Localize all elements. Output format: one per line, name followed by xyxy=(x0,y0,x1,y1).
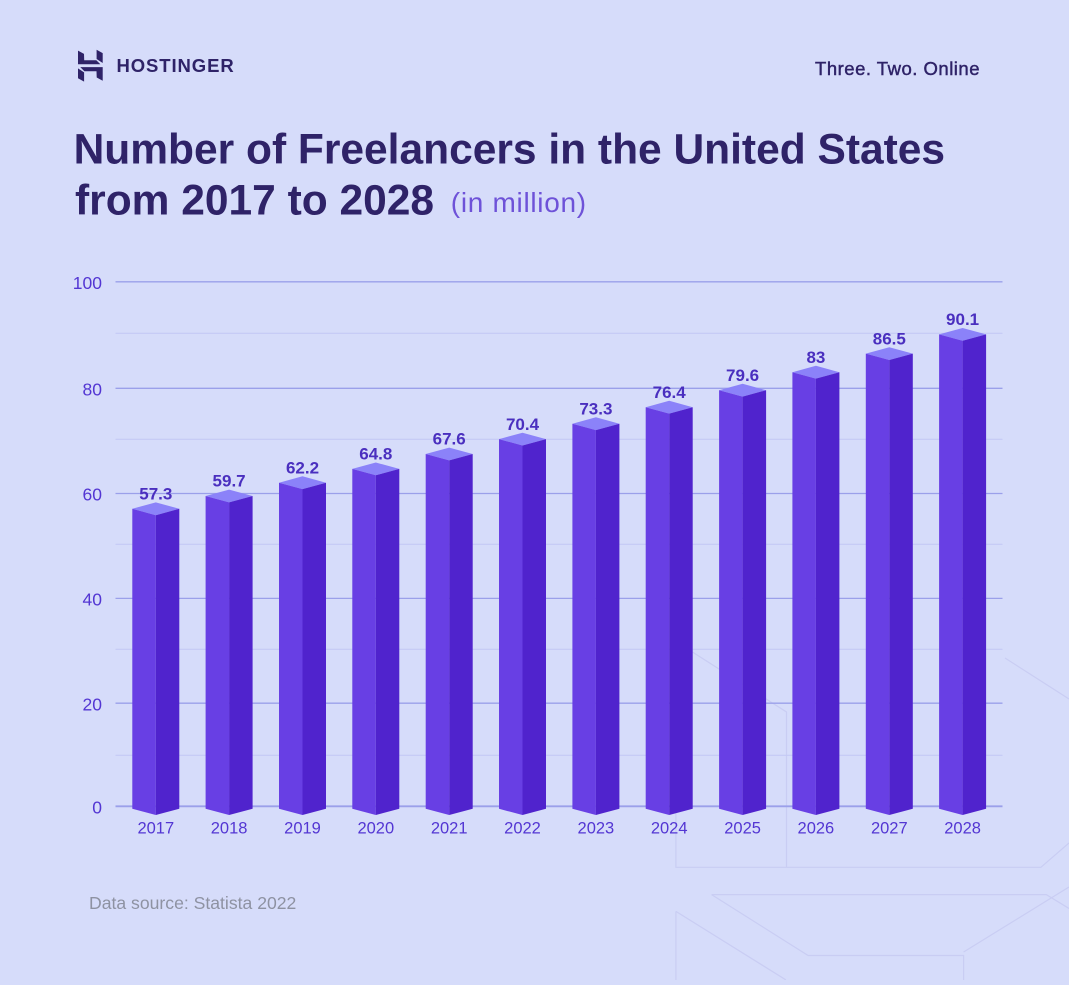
svg-text:Number of Freelancers in the U: Number of Freelancers in the United Stat… xyxy=(74,126,945,173)
svg-text:60: 60 xyxy=(83,485,103,505)
svg-text:90.1: 90.1 xyxy=(946,310,979,329)
svg-text:2018: 2018 xyxy=(211,820,248,838)
svg-text:64.8: 64.8 xyxy=(359,445,392,464)
svg-text:100: 100 xyxy=(73,273,102,293)
svg-text:76.4: 76.4 xyxy=(653,383,687,402)
svg-text:40: 40 xyxy=(83,590,103,610)
svg-text:59.7: 59.7 xyxy=(213,472,246,491)
svg-text:2021: 2021 xyxy=(431,820,468,838)
svg-text:2022: 2022 xyxy=(504,820,541,838)
svg-text:2026: 2026 xyxy=(798,820,835,838)
svg-text:HOSTINGER: HOSTINGER xyxy=(117,55,235,76)
svg-text:86.5: 86.5 xyxy=(873,329,906,348)
svg-text:2024: 2024 xyxy=(651,820,688,838)
svg-text:80: 80 xyxy=(83,380,103,400)
svg-text:Data source: Statista 2022: Data source: Statista 2022 xyxy=(89,893,296,913)
svg-text:from 2017 to 2028: from 2017 to 2028 xyxy=(75,177,434,224)
svg-text:2027: 2027 xyxy=(871,820,908,838)
svg-text:2025: 2025 xyxy=(724,820,761,838)
svg-text:57.3: 57.3 xyxy=(139,485,172,504)
svg-text:70.4: 70.4 xyxy=(506,415,540,434)
svg-text:2023: 2023 xyxy=(578,820,615,838)
svg-text:73.3: 73.3 xyxy=(579,399,612,418)
svg-text:(in million): (in million) xyxy=(451,187,587,218)
svg-text:2019: 2019 xyxy=(284,820,321,838)
svg-text:20: 20 xyxy=(83,694,103,714)
svg-text:83: 83 xyxy=(806,348,825,367)
svg-text:2017: 2017 xyxy=(137,820,174,838)
svg-text:62.2: 62.2 xyxy=(286,458,319,477)
svg-text:79.6: 79.6 xyxy=(726,366,759,385)
svg-text:67.6: 67.6 xyxy=(433,430,466,449)
svg-text:2020: 2020 xyxy=(357,820,394,838)
svg-text:Three. Two. Online: Three. Two. Online xyxy=(815,58,980,79)
svg-text:0: 0 xyxy=(92,798,102,818)
svg-text:2028: 2028 xyxy=(944,820,981,838)
